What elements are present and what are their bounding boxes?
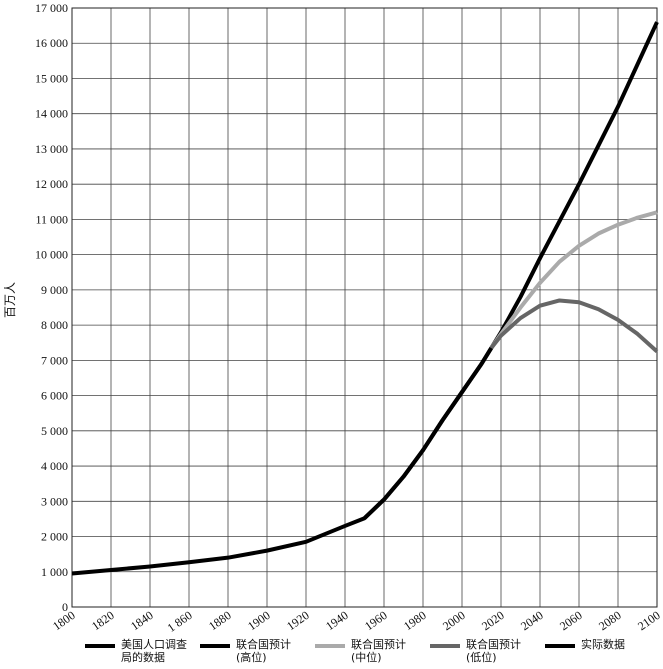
x-tick-label: 1880 [206, 608, 234, 633]
x-tick-label: 1820 [89, 608, 117, 633]
legend-label: 联合国预计(低位) [466, 638, 521, 664]
x-tick-label: 1800 [50, 608, 78, 633]
legend-item: 联合国预计(低位) [430, 638, 545, 664]
x-tick-label: 2020 [479, 608, 507, 633]
series-line [489, 298, 659, 354]
y-tick-label: 2 000 [41, 530, 68, 544]
y-tick-label: 8 000 [41, 318, 68, 332]
x-tick-label: 1840 [128, 608, 156, 633]
y-tick-label: 1 000 [41, 565, 68, 579]
x-tick-label: 1980 [401, 608, 429, 633]
legend-label: 联合国预计(中位) [351, 638, 406, 664]
y-tick-label: 17 000 [35, 1, 68, 15]
y-tick-label: 13 000 [35, 142, 68, 156]
legend-item: 美国人口调查局的数据 [85, 638, 200, 664]
y-axis-label: 百万人 [3, 282, 17, 318]
y-tick-label: 14 000 [35, 107, 68, 121]
legend-swatch [430, 644, 460, 648]
y-tick-label: 16 000 [35, 36, 68, 50]
y-tick-label: 15 000 [35, 71, 68, 85]
x-tick-label: 2080 [596, 608, 624, 633]
x-tick-label: 1940 [323, 608, 351, 633]
x-tick-label: 2000 [440, 608, 468, 633]
y-tick-label: 5 000 [41, 424, 68, 438]
y-tick-label: 4 000 [41, 459, 68, 473]
plot-frame [71, 7, 658, 608]
x-tick-label: 2060 [557, 608, 585, 633]
legend-swatch [315, 644, 345, 648]
y-tick-label: 7 000 [41, 353, 68, 367]
legend-item: 实际数据 [545, 638, 660, 664]
legend-label: 实际数据 [581, 638, 625, 651]
series-line [489, 21, 659, 350]
legend-swatch [85, 644, 115, 648]
legend-swatch [200, 644, 230, 648]
y-tick-label: 10 000 [35, 248, 68, 262]
series-line [71, 346, 493, 576]
y-tick-label: 6 000 [41, 389, 68, 403]
legend-item: 联合国预计(中位) [315, 638, 430, 664]
legend-label: 联合国预计(高位) [236, 638, 291, 664]
x-tick-label: 1 860 [165, 608, 195, 634]
x-tick-label: 1960 [362, 608, 390, 633]
x-tick-label: 1900 [245, 608, 273, 633]
x-tick-label: 2040 [518, 608, 546, 633]
series-line [363, 346, 493, 520]
legend-label: 美国人口调查局的数据 [121, 638, 187, 664]
x-tick-label: 1920 [284, 608, 312, 633]
y-tick-label: 9 000 [41, 283, 68, 297]
legend-item: 联合国预计(高位) [200, 638, 315, 664]
y-tick-label: 3 000 [41, 494, 68, 508]
y-tick-label: 0 [62, 600, 68, 614]
chart: 百万人 0 1 000 2 000 3 000 4 000 5 000 6 000 7 000… [3, 1, 663, 634]
legend-swatch [545, 644, 575, 648]
series-line [489, 210, 658, 350]
y-tick-label: 12 000 [35, 177, 68, 191]
y-tick-label: 11 000 [35, 212, 68, 226]
legend: 美国人口调查局的数据 联合国预计(高位) 联合国预计(中位) 联合国预计(低位) 实际数… [85, 638, 660, 664]
x-tick-label: 2100 [635, 608, 663, 633]
